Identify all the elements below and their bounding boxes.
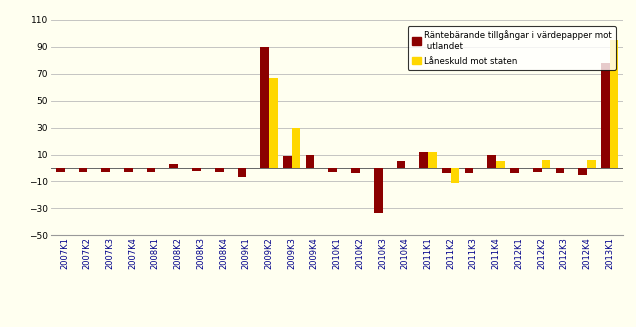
Bar xyxy=(215,168,223,172)
Bar xyxy=(578,168,587,175)
Bar xyxy=(442,168,451,173)
Bar xyxy=(147,168,155,172)
Legend: Räntebärande tillgångar i värdepapper mot
 utlandet, Låneskuld mot staten: Räntebärande tillgångar i värdepapper mo… xyxy=(408,26,616,70)
Bar xyxy=(269,77,277,168)
Bar xyxy=(451,168,459,183)
Bar xyxy=(510,168,519,173)
Bar xyxy=(79,168,87,172)
Bar xyxy=(587,160,595,168)
Bar xyxy=(124,168,133,172)
Bar xyxy=(192,168,201,171)
Bar xyxy=(238,168,246,178)
Bar xyxy=(465,168,473,173)
Bar xyxy=(292,128,300,168)
Bar xyxy=(419,152,428,168)
Bar xyxy=(328,168,337,172)
Bar xyxy=(397,161,405,168)
Bar xyxy=(533,168,541,172)
Bar xyxy=(496,161,505,168)
Bar xyxy=(601,63,610,168)
Bar xyxy=(556,168,564,173)
Bar xyxy=(260,46,269,168)
Bar xyxy=(283,156,292,168)
Bar xyxy=(428,152,436,168)
Bar xyxy=(374,168,382,213)
Bar xyxy=(101,168,110,172)
Bar xyxy=(306,154,314,168)
Bar xyxy=(56,168,64,172)
Bar xyxy=(351,168,360,173)
Bar xyxy=(541,160,550,168)
Bar xyxy=(610,40,618,168)
Bar xyxy=(487,154,496,168)
Bar xyxy=(169,164,178,168)
